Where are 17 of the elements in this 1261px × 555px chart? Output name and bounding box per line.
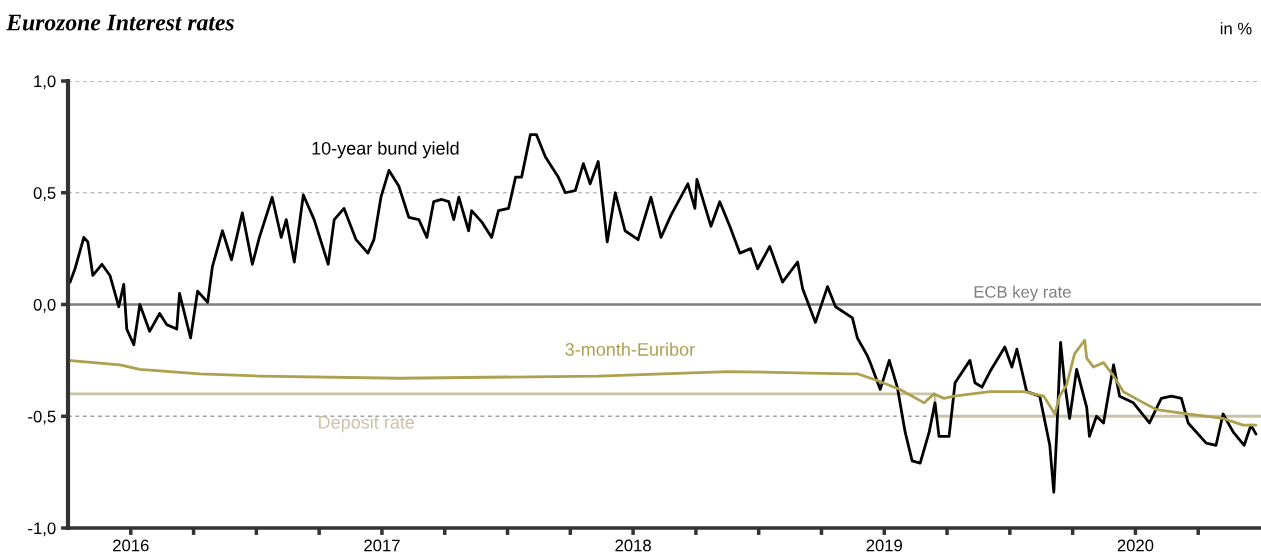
- line-series: [68, 133, 1258, 494]
- ref-line-label: ECB key rate: [974, 285, 1071, 302]
- y-tick-label: 1,0: [34, 75, 56, 90]
- y-tick-label: -0,5: [28, 410, 56, 425]
- y-tick-label: 0,5: [33, 187, 56, 201]
- x-tick-label: 2020: [1117, 539, 1154, 552]
- series-label: 10-year bund yield: [312, 141, 459, 159]
- series-label: 3-month-Euribor: [565, 342, 695, 356]
- chart-title: Eurozone Interest rates: [6, 14, 234, 31]
- series-label: Deposit rate: [319, 415, 415, 433]
- x-tick-label: 2017: [364, 539, 400, 552]
- x-tick-label: 2018: [615, 539, 651, 552]
- text: in %: [1220, 22, 1252, 35]
- y-tick-label: 0,0: [33, 298, 56, 313]
- y-tick-label: -1,0: [28, 522, 56, 537]
- x-tick-label: 2016: [113, 539, 149, 552]
- x-tick-label: 2019: [866, 539, 903, 552]
